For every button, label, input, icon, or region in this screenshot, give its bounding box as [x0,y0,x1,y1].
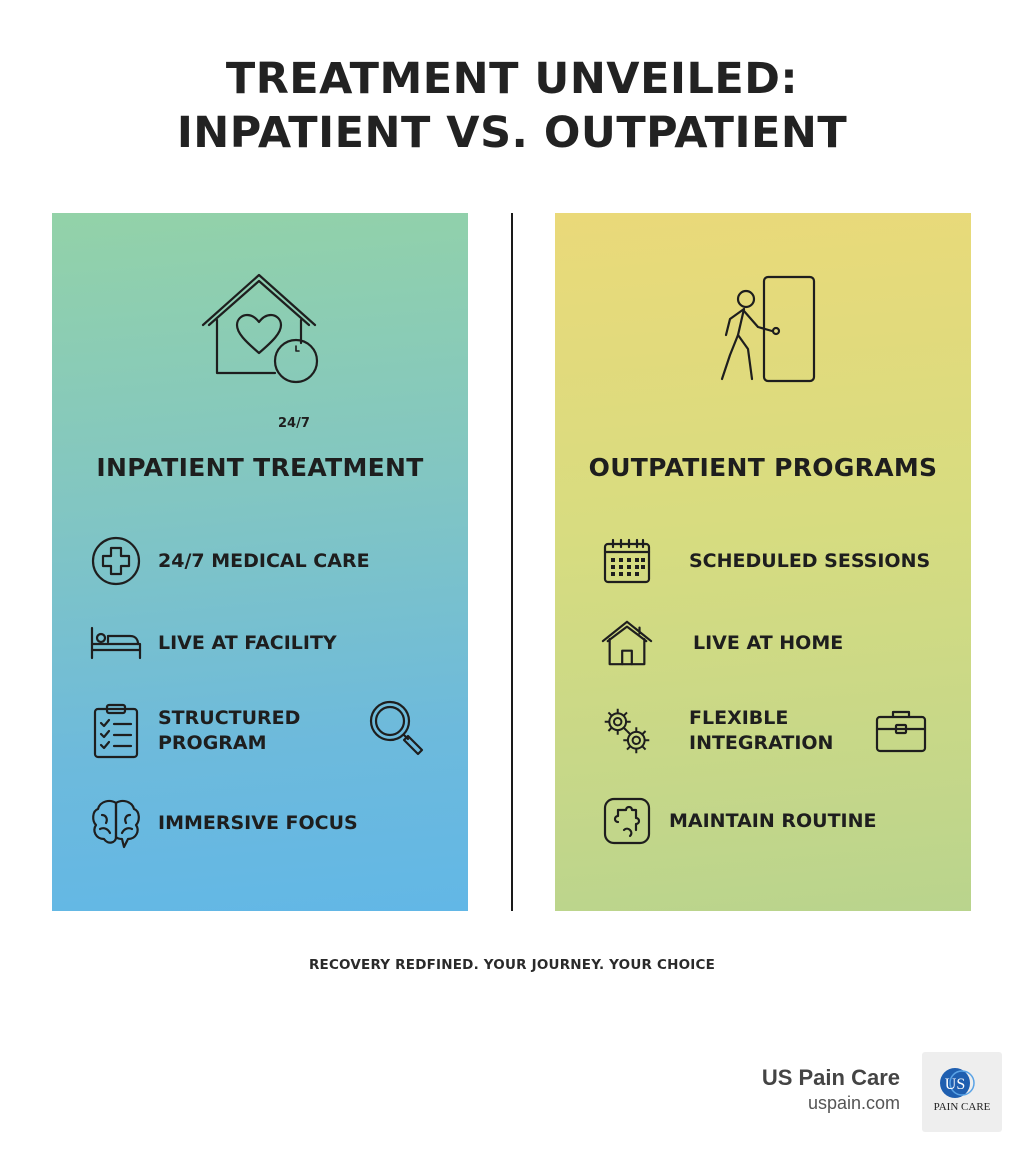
list-item: MAINTAIN ROUTINE [601,795,876,847]
puzzle-icon [601,795,653,847]
page-title-line-2: INPATIENT VS. OUTPATIENT [176,108,848,158]
briefcase-icon [875,709,927,757]
inpatient-panel: 24/7 INPATIENT TREATMENT 24/7 MEDICAL CA… [52,213,468,911]
item-label: SCHEDULED SESSIONS [689,549,931,572]
item-label: FLEXIBLE INTEGRATION [689,706,833,756]
list-item: 24/7 MEDICAL CARE [90,535,370,587]
brain-icon [90,797,142,849]
panel-divider [511,213,513,911]
item-label-line-2: INTEGRATION [689,732,834,754]
list-item: FLEXIBLE INTEGRATION [601,705,833,757]
item-label-line-1: FLEXIBLE [689,707,789,729]
brand-name: US Pain Care [761,1065,900,1090]
brand-url[interactable]: uspain.com [807,1093,900,1113]
brand-logo: US PAIN CARE [922,1052,1002,1132]
list-item: IMMERSIVE FOCUS [90,797,358,849]
item-label-line-2: PROGRAM [158,732,267,754]
list-item: LIVE AT HOME [601,617,843,669]
page-title-line-1: TREATMENT UNVEILED: [225,54,799,104]
list-item: SCHEDULED SESSIONS [601,535,930,587]
item-label: STRUCTURED PROGRAM [158,706,300,756]
bed-icon [90,617,142,669]
hero-badge-text: 24/7 [278,416,310,431]
outpatient-panel: OUTPATIENT PROGRAMS SCHEDULED SESSIONS [555,213,971,911]
item-label: LIVE AT FACILITY [158,631,337,654]
inpatient-heading: INPATIENT TREATMENT [96,453,424,482]
tagline: RECOVERY REDFINED. YOUR JOURNEY. YOUR CH… [308,957,716,973]
clipboard-checklist-icon [90,705,142,757]
list-item: STRUCTURED PROGRAM [90,705,300,757]
outpatient-heading: OUTPATIENT PROGRAMS [588,453,938,482]
house-heart-24-7-icon: 24/7 [52,275,468,431]
page-title: TREATMENT UNVEILED: INPATIENT VS. OUTPAT… [0,52,1024,160]
logo-text: PAIN CARE [933,1101,991,1113]
person-walking-door-icon [555,275,971,385]
calendar-icon [601,535,653,587]
list-item: LIVE AT FACILITY [90,617,337,669]
item-label: 24/7 MEDICAL CARE [158,549,370,572]
item-label: LIVE AT HOME [693,631,844,654]
medical-cross-icon [90,535,142,587]
brand-block: US Pain Care uspain.com [762,1066,900,1114]
magnifying-glass-icon [368,699,426,761]
gears-icon [601,705,653,757]
item-label: MAINTAIN ROUTINE [669,809,877,832]
house-icon [601,617,653,669]
item-label-line-1: STRUCTURED [158,707,301,729]
item-label: IMMERSIVE FOCUS [158,811,358,834]
logo-monogram: US [945,1076,965,1093]
